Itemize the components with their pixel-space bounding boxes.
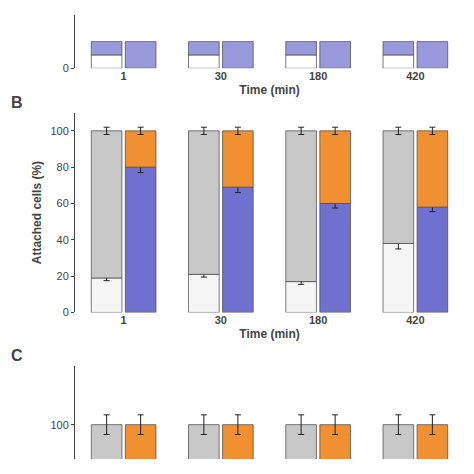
svg-text:Time (min): Time (min) <box>239 83 299 97</box>
svg-text:1: 1 <box>121 70 127 82</box>
svg-text:0: 0 <box>63 62 69 74</box>
svg-text:30: 30 <box>215 70 227 82</box>
svg-text:420: 420 <box>406 314 424 326</box>
svg-text:100: 100 <box>50 419 68 431</box>
svg-text:Time (min): Time (min) <box>239 327 299 341</box>
svg-text:0: 0 <box>63 306 69 318</box>
svg-text:180: 180 <box>309 70 327 82</box>
svg-text:20: 20 <box>57 270 69 282</box>
svg-text:B: B <box>11 94 23 111</box>
svg-text:30: 30 <box>215 314 227 326</box>
svg-text:420: 420 <box>406 70 424 82</box>
svg-text:180: 180 <box>309 314 327 326</box>
svg-text:C: C <box>11 347 23 364</box>
svg-text:100: 100 <box>50 125 68 137</box>
svg-text:Attached cells (%): Attached cells (%) <box>30 161 44 264</box>
svg-text:1: 1 <box>121 314 127 326</box>
svg-text:80: 80 <box>57 161 69 173</box>
svg-text:60: 60 <box>57 197 69 209</box>
svg-text:40: 40 <box>57 234 69 246</box>
